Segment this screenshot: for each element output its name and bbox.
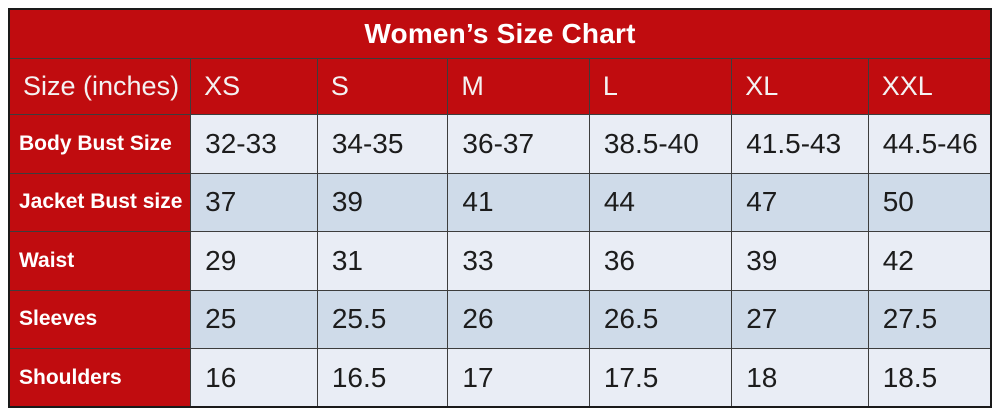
cell-shoulders-xl: 18 bbox=[731, 348, 869, 408]
header-row: Size (inches) XS S M L XL XXL bbox=[8, 57, 992, 116]
table-row-jacket-bust-size: Jacket Bust size 37 39 41 44 47 50 bbox=[8, 172, 992, 233]
header-size-l: L bbox=[588, 57, 733, 116]
cell-jacket-bust-l: 44 bbox=[588, 172, 733, 233]
header-size-inches: Size (inches) bbox=[8, 57, 192, 116]
cell-jacket-bust-xs: 37 bbox=[190, 172, 318, 233]
table-row-body-bust-size: Body Bust Size 32-33 34-35 36-37 38.5-40… bbox=[8, 114, 992, 174]
cell-body-bust-s: 34-35 bbox=[316, 114, 449, 174]
cell-shoulders-s: 16.5 bbox=[316, 348, 449, 408]
cell-shoulders-m: 17 bbox=[447, 348, 590, 408]
cell-sleeves-m: 26 bbox=[447, 289, 590, 350]
cell-sleeves-l: 26.5 bbox=[588, 289, 733, 350]
cell-waist-xs: 29 bbox=[190, 231, 318, 291]
cell-shoulders-l: 17.5 bbox=[588, 348, 733, 408]
cell-sleeves-xs: 25 bbox=[190, 289, 318, 350]
header-size-s: S bbox=[316, 57, 449, 116]
table-row-waist: Waist 29 31 33 36 39 42 bbox=[8, 231, 992, 291]
cell-jacket-bust-xxl: 50 bbox=[867, 172, 992, 233]
header-size-m: M bbox=[447, 57, 590, 116]
cell-body-bust-xl: 41.5-43 bbox=[731, 114, 869, 174]
table-row-sleeves: Sleeves 25 25.5 26 26.5 27 27.5 bbox=[8, 289, 992, 350]
header-size-xxl: XXL bbox=[867, 57, 992, 116]
cell-body-bust-m: 36-37 bbox=[447, 114, 590, 174]
cell-waist-m: 33 bbox=[447, 231, 590, 291]
cell-waist-l: 36 bbox=[588, 231, 733, 291]
cell-sleeves-xxl: 27.5 bbox=[867, 289, 992, 350]
cell-shoulders-xxl: 18.5 bbox=[867, 348, 992, 408]
cell-sleeves-s: 25.5 bbox=[316, 289, 449, 350]
row-label-body-bust-size: Body Bust Size bbox=[8, 114, 192, 174]
cell-sleeves-xl: 27 bbox=[731, 289, 869, 350]
cell-waist-xxl: 42 bbox=[867, 231, 992, 291]
womens-size-chart-table: Women’s Size Chart Size (inches) XS S M … bbox=[8, 8, 992, 408]
title-row: Women’s Size Chart bbox=[8, 8, 992, 59]
cell-body-bust-l: 38.5-40 bbox=[588, 114, 733, 174]
row-label-sleeves: Sleeves bbox=[8, 289, 192, 350]
header-size-xl: XL bbox=[731, 57, 869, 116]
cell-waist-s: 31 bbox=[316, 231, 449, 291]
table-row-shoulders: Shoulders 16 16.5 17 17.5 18 18.5 bbox=[8, 348, 992, 408]
row-label-shoulders: Shoulders bbox=[8, 348, 192, 408]
cell-body-bust-xs: 32-33 bbox=[190, 114, 318, 174]
row-label-jacket-bust-size: Jacket Bust size bbox=[8, 172, 192, 233]
header-size-xs: XS bbox=[190, 57, 318, 116]
cell-shoulders-xs: 16 bbox=[190, 348, 318, 408]
cell-waist-xl: 39 bbox=[731, 231, 869, 291]
cell-body-bust-xxl: 44.5-46 bbox=[867, 114, 992, 174]
cell-jacket-bust-s: 39 bbox=[316, 172, 449, 233]
cell-jacket-bust-m: 41 bbox=[447, 172, 590, 233]
chart-title: Women’s Size Chart bbox=[8, 8, 992, 59]
cell-jacket-bust-xl: 47 bbox=[731, 172, 869, 233]
row-label-waist: Waist bbox=[8, 231, 192, 291]
